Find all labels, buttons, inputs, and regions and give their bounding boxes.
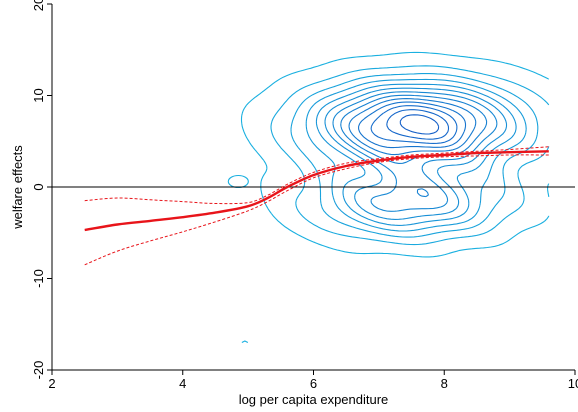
contour-level — [315, 83, 517, 226]
x-tick-label: 8 — [441, 376, 448, 391]
contour-level — [270, 65, 550, 246]
contour-level — [332, 91, 498, 212]
density-contours — [227, 51, 550, 344]
contour-level — [386, 109, 450, 140]
contour-level — [370, 105, 458, 144]
axes: log per capita expenditure welfare effec… — [10, 0, 578, 407]
y-axis-title: welfare effects — [10, 145, 25, 230]
series-fit-line — [84, 150, 549, 232]
x-tick-label: 6 — [310, 376, 317, 391]
y-tick-label: -20 — [31, 361, 46, 380]
contour-level — [348, 98, 477, 156]
plot-area — [52, 51, 575, 344]
contour-outlier — [241, 340, 249, 344]
x-tick-label: 4 — [179, 376, 186, 391]
contour-small-blob — [227, 174, 249, 189]
contour-level — [290, 73, 539, 238]
contour-level — [340, 94, 488, 198]
contour-level — [305, 78, 527, 232]
y-tick-label: 20 — [31, 0, 46, 11]
series-ci-lower-line — [84, 154, 549, 266]
contour-level — [399, 114, 440, 135]
series-ci-upper-line — [84, 146, 549, 205]
contour-level — [240, 51, 550, 258]
x-tick-label: 2 — [48, 376, 55, 391]
contour-level — [324, 87, 508, 220]
y-tick-label: 0 — [31, 183, 46, 190]
x-axis-title: log per capita expenditure — [239, 392, 389, 407]
y-tick-label: -10 — [31, 269, 46, 288]
x-tick-label: 10 — [568, 376, 578, 391]
y-tick-label: 10 — [31, 88, 46, 102]
contour-level — [358, 101, 467, 149]
